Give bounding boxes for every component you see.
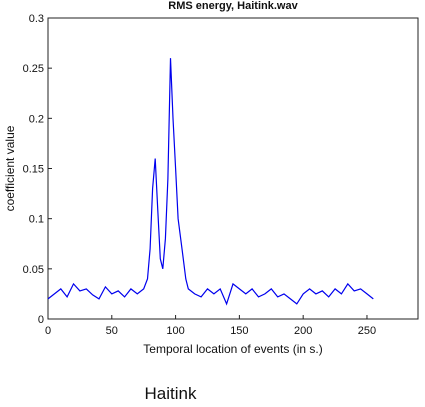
chart: 0 50 100 150 200 250 0 0.05 0.1 0.15 0.2 0.25 0.3 T… xyxy=(3,13,419,356)
rms-energy-line xyxy=(47,58,374,306)
y-axis-ticks: 0 0.05 0.1 0.15 0.2 0.25 0.3 xyxy=(23,13,52,326)
plot-frame xyxy=(47,17,419,320)
plot-area xyxy=(47,17,419,320)
y-tick-label: 0.25 xyxy=(23,63,44,75)
y-tick-label: 0.2 xyxy=(29,113,44,125)
x-tick-label: 100 xyxy=(166,325,184,337)
y-tick-label: 0.05 xyxy=(23,264,44,276)
x-tick-label: 250 xyxy=(358,325,376,337)
x-tick-label: 0 xyxy=(45,325,51,337)
x-axis-ticks: 0 50 100 150 200 250 xyxy=(45,315,376,337)
x-tick-label: 200 xyxy=(294,325,312,337)
chart-title: RMS energy, Haitink.wav xyxy=(168,0,298,12)
x-tick-label: 150 xyxy=(230,325,248,337)
y-tick-label: 0 xyxy=(38,314,44,326)
x-tick-label: 50 xyxy=(106,325,118,337)
y-tick-label: 0.15 xyxy=(23,164,44,176)
figure-caption: Haitink xyxy=(144,384,197,403)
y-tick-label: 0.1 xyxy=(29,214,44,226)
y-axis-label: coefficient value xyxy=(3,125,17,211)
x-axis-label: Temporal location of events (in s.) xyxy=(143,342,322,356)
y-tick-label: 0.3 xyxy=(29,13,44,25)
